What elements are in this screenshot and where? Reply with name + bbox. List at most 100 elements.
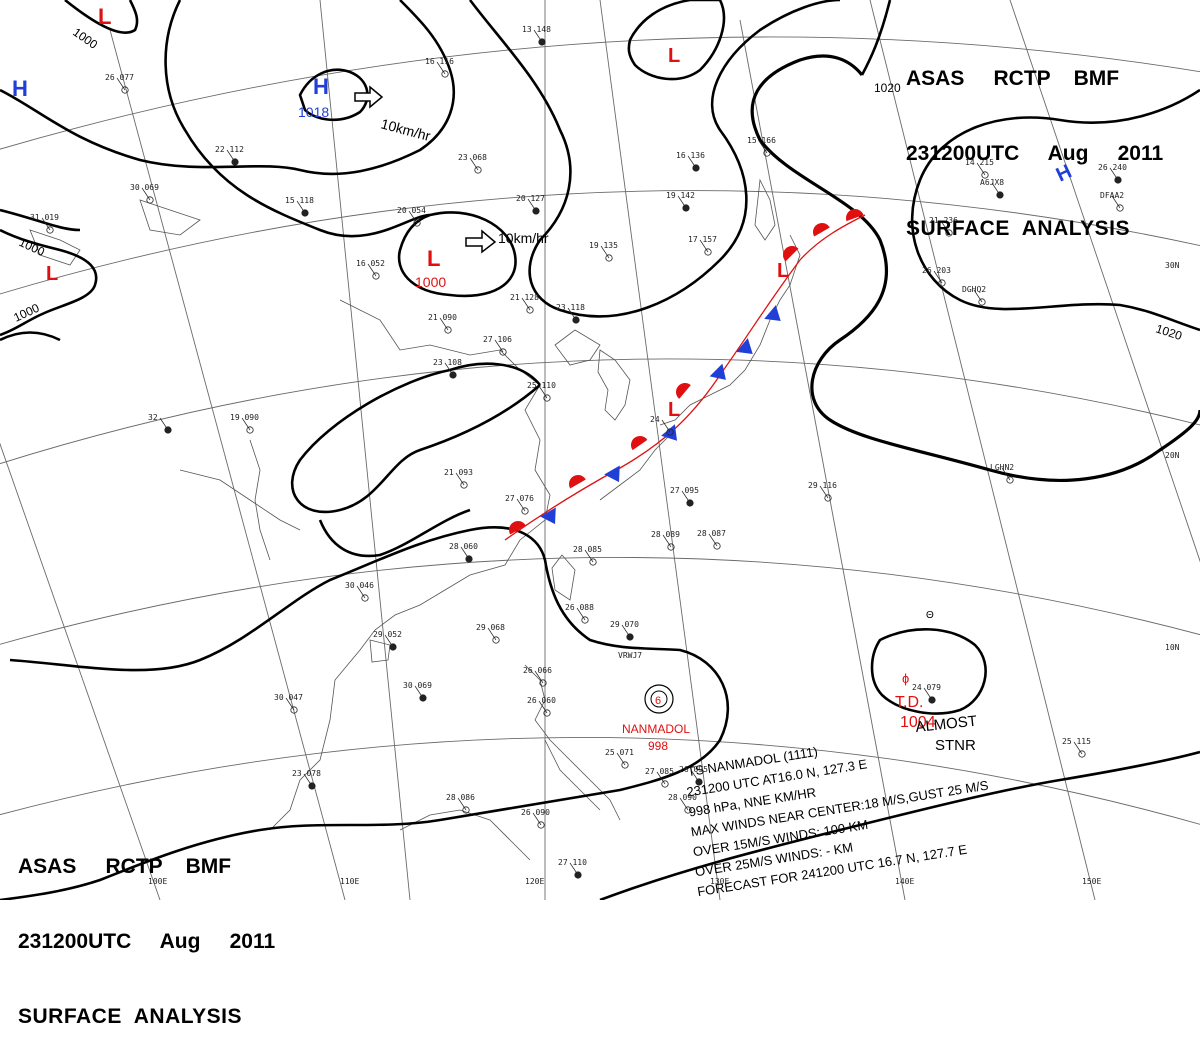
station-circle-icon [413, 219, 421, 227]
depression-pressure: 1004 [900, 714, 936, 731]
station-value: 30 069 [403, 681, 432, 690]
station-value: 27 095 [670, 486, 699, 495]
station-value: 28 086 [446, 793, 475, 802]
station-circle-icon [543, 709, 551, 717]
station-plot: 16 116 [425, 57, 454, 78]
tropical-storm-nanmadol: 6 NANMADOL 998 VRWJ7 [618, 651, 690, 753]
station-value: 21 128 [510, 293, 539, 302]
station-circle-icon [621, 761, 629, 769]
wind-barb-icon [455, 472, 465, 486]
station-plot: 19 142 [666, 191, 695, 212]
wind-barb-icon [159, 417, 169, 431]
station-plot: DFAA2 [1100, 191, 1124, 212]
station-plot: 30 069 [403, 681, 432, 702]
station-circle-icon [246, 426, 254, 434]
latitude-label: 10N [1165, 643, 1180, 652]
longitude-label: 110E [340, 877, 359, 886]
high-center-symbol: H [12, 76, 28, 101]
longitude-label: 150E [1082, 877, 1101, 886]
station-plot: 29 052 [373, 630, 402, 651]
wind-barb-icon [521, 297, 531, 311]
wind-barb-icon [973, 289, 983, 303]
cold-front-symbols [540, 305, 781, 525]
station-value: 22 112 [215, 145, 244, 154]
station-circle-icon [763, 149, 771, 157]
station-plot: 29 068 [476, 623, 505, 644]
station-value: 29 070 [610, 620, 639, 629]
station-value: 25 115 [1062, 737, 1091, 746]
weather-map: 1000 1000 1000 1020 1020 H 1018 H H L 10… [0, 0, 1200, 900]
station-circle-icon [460, 481, 468, 489]
station-circle-icon [1006, 476, 1014, 484]
depression-symbol-icon: ɸ [902, 671, 909, 686]
wind-barb-icon [976, 162, 986, 176]
wind-barb-icon [708, 533, 718, 547]
depression-status: ALMOST [915, 713, 978, 736]
longitude-label: 100E [148, 877, 167, 886]
station-plot: 26 066 [523, 666, 552, 687]
wind-barb-icon [662, 534, 672, 548]
depression-label: T.D. [895, 694, 923, 711]
title-line: ASAS RCTP BMF [18, 855, 232, 878]
station-plot: 28 086 [446, 793, 475, 814]
latitude-lines [0, 36, 1200, 825]
station-plot: 26 060 [527, 696, 556, 717]
motion-speed-label: 10km/hr [498, 230, 549, 246]
wind-barb-icon [533, 29, 543, 43]
station-circle-icon [1078, 750, 1086, 758]
station-value: 15 118 [285, 196, 314, 205]
wind-barb-icon [933, 270, 943, 284]
wind-barb-icon [819, 485, 829, 499]
wind-barb-icon [285, 697, 295, 711]
warm-front-bump [509, 521, 526, 535]
wind-barb-icon [116, 77, 126, 91]
station-plot: 25 071 [605, 748, 634, 769]
station-value: 27 106 [483, 335, 512, 344]
station-circle-icon [521, 507, 529, 515]
station-plot: 28 090 [668, 793, 697, 814]
motion-arrow-icon [465, 229, 497, 254]
low-center-symbol: L [46, 263, 58, 285]
wind-barb-icon [367, 263, 377, 277]
station-value: 26 090 [521, 808, 550, 817]
wind-barb-icon [414, 685, 424, 699]
station-value: 28 085 [573, 545, 602, 554]
station-circle-icon [121, 86, 129, 94]
wind-barb-icon [681, 490, 691, 504]
station-plot: 26 240 [1098, 163, 1127, 184]
cold-front-tooth [661, 424, 677, 441]
ship-callsign: VRWJ7 [618, 651, 642, 660]
longitude-label: 140E [895, 877, 914, 886]
pressure-centers: H 1018 H H L 1000 L L L L L [12, 4, 1075, 421]
wind-barb-icon [616, 752, 626, 766]
cold-front-tooth [764, 305, 781, 321]
station-value: DGHQ2 [962, 285, 986, 294]
station-circle-icon [290, 706, 298, 714]
station-value: 14 215 [965, 158, 994, 167]
wind-barb-icon [699, 239, 709, 253]
wind-barb-icon [687, 155, 697, 169]
wind-barb-icon [940, 220, 950, 234]
station-plot: 19 090 [230, 413, 259, 434]
station-value: 30 047 [274, 693, 303, 702]
station-plots: 13 148 16 116 26 077 22 112 30 069 31 019 15 1… [30, 25, 1127, 879]
station-value: 30 069 [130, 183, 159, 192]
station-value: 27 110 [558, 858, 587, 867]
wind-barb-icon [487, 627, 497, 641]
station-plot: 20 127 [516, 194, 545, 215]
wind-barb-icon [679, 797, 689, 811]
station-value: 23 068 [458, 153, 487, 162]
title-line: 231200UTC Aug 2011 [906, 142, 1164, 165]
wind-barb-icon [436, 61, 446, 75]
station-value: 26 060 [527, 696, 556, 705]
station-plot: 15 166 [747, 136, 776, 157]
wind-barb-icon [576, 607, 586, 621]
low-center-symbol: L [98, 4, 111, 29]
wind-barb-icon [567, 307, 577, 321]
storm-name: NANMADOL [622, 722, 690, 736]
station-value: 27 085 [645, 767, 674, 776]
wind-barb-icon [758, 140, 768, 154]
station-value: 29 052 [373, 630, 402, 639]
station-circle-icon [537, 821, 545, 829]
station-plot: 26 203 [922, 266, 951, 287]
